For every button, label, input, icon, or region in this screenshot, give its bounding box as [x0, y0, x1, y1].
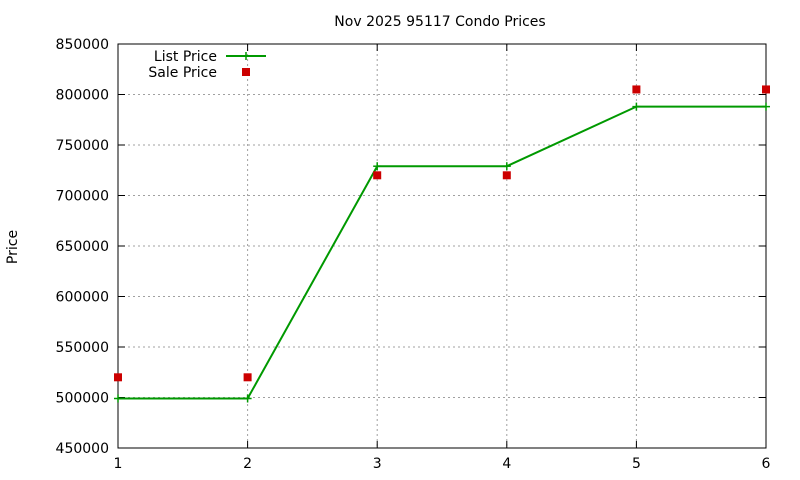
- plot-frame: [117, 43, 767, 449]
- series-sale-price: [114, 85, 770, 382]
- data-point: [373, 171, 382, 180]
- y-tick-label: 850000: [56, 37, 109, 53]
- y-tick-label: 500000: [56, 391, 109, 407]
- legend-marker: [242, 52, 250, 60]
- data-point: [762, 102, 770, 111]
- y-tick-label: 700000: [56, 189, 109, 205]
- x-tick-label: 5: [632, 456, 641, 472]
- y-tick-label: 600000: [56, 290, 109, 306]
- y-tick-label: 450000: [56, 441, 109, 457]
- y-tick-label: 550000: [56, 340, 109, 356]
- x-tick-label: 3: [373, 456, 382, 472]
- data-point: [243, 394, 252, 403]
- data-point: [632, 85, 641, 94]
- data-point: [762, 85, 770, 94]
- series-list-price: [114, 102, 770, 403]
- legend-label: Sale Price: [148, 65, 217, 81]
- data-point: [502, 162, 511, 171]
- data-point: [114, 394, 122, 403]
- series: [114, 85, 770, 403]
- y-tick-label: 800000: [56, 88, 109, 104]
- legend-marker: [242, 68, 250, 76]
- chart-title: Nov 2025 95117 Condo Prices: [334, 14, 545, 30]
- grid: [118, 44, 766, 448]
- x-tick-label: 4: [502, 456, 511, 472]
- data-point: [243, 373, 252, 382]
- y-axis-label: Price: [5, 230, 21, 264]
- y-tick-label: 750000: [56, 138, 109, 154]
- data-point: [373, 162, 382, 171]
- data-point: [632, 102, 641, 111]
- x-tick-label: 1: [114, 456, 123, 472]
- x-tick-label: 6: [762, 456, 771, 472]
- axis-ticks: 450000 500000 550000 600000 650000 700000 7500…: [56, 37, 771, 472]
- legend-label: List Price: [154, 49, 217, 65]
- data-point: [502, 171, 511, 180]
- y-tick-label: 650000: [56, 239, 109, 255]
- x-tick-label: 2: [243, 456, 252, 472]
- data-point: [114, 373, 122, 382]
- series-line: [118, 105, 766, 400]
